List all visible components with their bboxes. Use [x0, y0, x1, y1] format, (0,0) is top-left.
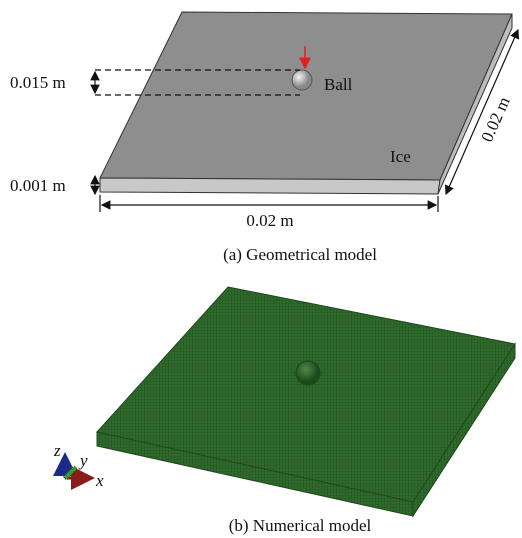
mesh-top [97, 287, 515, 502]
geometrical-model: 0.015 m Ball Ice 0.001 m 0.02 m 0.02 m (… [10, 12, 518, 264]
ball [292, 70, 312, 90]
axis-label: z [53, 441, 61, 460]
numerical-model: z y x (b) Numerical model [53, 287, 515, 535]
axis-label: y [78, 451, 88, 470]
label: 0.02 m [246, 211, 293, 230]
mesh-ball [296, 361, 320, 385]
label: 0.001 m [10, 176, 66, 195]
axis-label: x [95, 471, 104, 490]
y-axis [65, 467, 76, 478]
ice-front [100, 178, 440, 194]
label: 0.02 m [477, 94, 514, 145]
caption: (a) Geometrical model [223, 245, 377, 264]
label: 0.015 m [10, 73, 66, 92]
ice-top [100, 12, 512, 180]
caption: (b) Numerical model [229, 516, 372, 535]
figure: 0.015 m Ball Ice 0.001 m 0.02 m 0.02 m (… [0, 0, 522, 538]
label: Ice [390, 147, 411, 166]
label: Ball [324, 75, 353, 94]
